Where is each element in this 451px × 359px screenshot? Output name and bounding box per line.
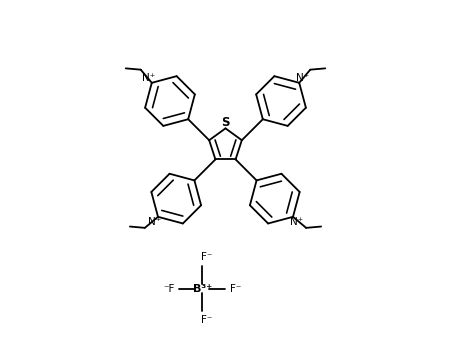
Text: B³⁺: B³⁺ [193, 284, 212, 294]
Text: N⁺: N⁺ [142, 73, 155, 83]
Text: S: S [221, 116, 230, 129]
Text: N⁺: N⁺ [290, 217, 303, 227]
Text: F⁻: F⁻ [201, 315, 212, 325]
Text: F⁻: F⁻ [201, 252, 212, 262]
Text: ⁻F: ⁻F [163, 284, 175, 294]
Text: N⁺: N⁺ [148, 217, 161, 227]
Text: N⁺: N⁺ [296, 73, 309, 83]
Text: F⁻: F⁻ [230, 284, 242, 294]
